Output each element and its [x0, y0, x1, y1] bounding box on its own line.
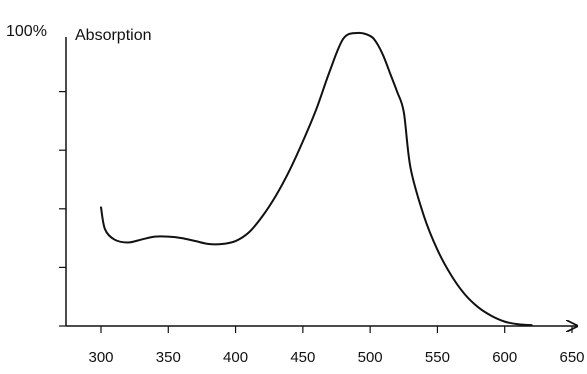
y-axis-label: Absorption [75, 27, 152, 44]
x-tick-label-650: 650 [559, 349, 584, 366]
absorption-curve [100, 31, 533, 327]
y-ticks [59, 90, 66, 327]
x-tick-label-550: 550 [425, 349, 450, 366]
x-tick-label-600: 600 [492, 349, 517, 366]
x-tick-label-300: 300 [88, 349, 113, 366]
x-tick-label-450: 450 [290, 349, 315, 366]
x-ticks: 300 350 400 450 500 550 600 650 [88, 326, 585, 366]
y-max-label: 100% [6, 23, 47, 40]
series-group [100, 31, 533, 327]
x-tick-label-400: 400 [223, 349, 248, 366]
x-tick-label-500: 500 [358, 349, 383, 366]
x-tick-label-350: 350 [156, 349, 181, 366]
